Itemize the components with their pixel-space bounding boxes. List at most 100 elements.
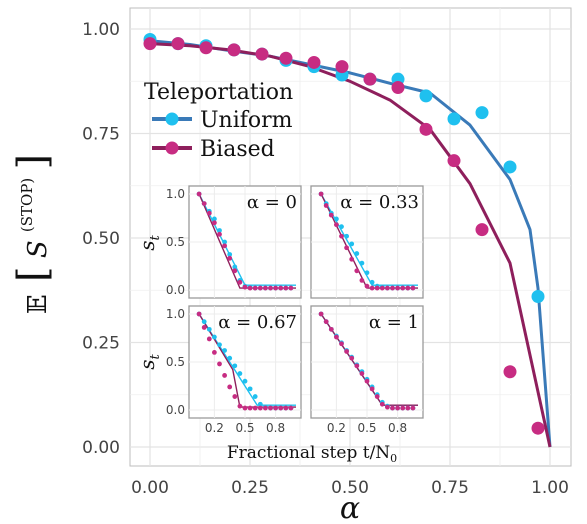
point-biased [143,37,157,51]
y-tick-label: 0.50 [82,229,120,249]
inset-panel-2: α = 0.33 [310,185,424,299]
inset-point-biased [252,285,258,291]
y-tick-label: 0.00 [82,438,120,458]
inset-point-biased [273,405,278,411]
inset-point-uniform [222,348,228,353]
inset-panel-label: α = 1 [369,312,419,333]
inset-point-uniform [237,371,243,376]
inset-point-biased [237,279,243,285]
inset-x-tick-label: 0.5 [357,421,376,435]
point-biased [171,37,185,51]
inset-x-tick-label: 0.2 [327,421,346,435]
y-tick-label: 1.00 [82,20,120,40]
inset-point-uniform [359,260,365,266]
inset-point-biased [201,325,207,330]
inset-point-biased [349,256,355,262]
inset-point-uniform [212,334,217,340]
main-y-tick-labels: 0.00 0.25 0.50 0.75 1.00 [82,20,120,458]
inset-point-biased [374,394,380,399]
inset-point-biased [288,285,294,291]
legend-label-biased: Biased [200,137,275,162]
svg-text:st: st [135,234,163,250]
inset-point-biased [247,405,253,411]
inset-y-tick-label: 0.5 [166,355,185,369]
x-tick-label: 1.00 [531,478,569,498]
inset-point-biased [374,285,380,291]
inset-y-tick-label: 0.5 [166,235,185,249]
point-biased [227,43,241,57]
point-biased [531,421,545,435]
inset-point-biased [206,210,212,216]
inset-point-biased [247,285,253,291]
x-tick-label: 0.75 [431,478,469,498]
inset-point-biased [196,311,202,317]
inset-point-biased [263,285,268,291]
point-biased [335,60,349,74]
inset-panel-3: α = 0.67 0.0 0.5 1.0 0.2 0.5 0.8 [166,305,302,435]
point-biased [503,365,517,379]
inset-point-biased [212,350,217,355]
inset-point-biased [405,285,411,291]
point-biased [279,51,293,65]
inset-point-biased [268,405,273,411]
inset-panel-label: α = 0 [247,192,297,213]
inset-point-biased [283,285,289,291]
inset-point-biased [395,405,400,411]
inset-point-biased [278,285,284,291]
inset-point-biased [237,403,243,409]
point-uniform [503,160,517,174]
inset-point-uniform [349,241,355,247]
inset-point-uniform [222,239,228,245]
inset-point-biased [339,233,344,239]
inset-point-uniform [217,228,222,233]
inset-point-biased [379,401,385,407]
inset-point-biased [268,285,273,291]
inset-point-biased [344,245,349,251]
inset-point-biased [227,384,233,390]
inset-point-uniform [232,264,238,270]
y-tick-label: 0.75 [82,125,120,145]
inset-point-biased [257,285,263,291]
inset-point-biased [323,203,329,208]
y-axis-label-superscript: (STOP) [18,178,36,232]
inset-point-biased [242,405,248,411]
point-uniform [419,89,433,103]
y-axis-label-symbol: S [23,240,53,258]
inset-point-biased [410,405,416,411]
inset-point-biased [400,405,406,411]
inset-point-uniform [334,216,339,222]
inset-panel-4: α = 1 0.2 0.5 0.8 [310,305,424,435]
inset-point-biased [328,326,334,332]
y-axis-label: 𝔼 [ S (STOP) ] [10,154,56,314]
inset-point-biased [288,405,294,411]
inset-point-biased [390,405,395,411]
inset-x-label: Fractional step t/N0 [227,443,397,465]
inset-point-uniform [364,270,370,276]
inset-point-biased [232,394,238,399]
point-biased [255,47,269,61]
point-biased [199,41,213,55]
inset-point-uniform [227,355,233,361]
inset-point-biased [369,386,375,392]
inset-point-uniform [242,378,248,384]
inset-y-tick-label: 1.0 [166,187,185,201]
inset-point-uniform [257,401,263,407]
inset-point-biased [257,405,263,411]
inset-panel-label: α = 0.67 [218,312,297,333]
point-biased [419,122,433,136]
inset-point-biased [390,285,395,291]
x-tick-label: 0.25 [231,478,269,498]
inset-line-biased [198,313,296,408]
inset-point-biased [354,363,360,369]
legend-key-uniform [152,112,192,126]
inset-point-uniform [344,233,349,239]
inset-point-biased [227,255,233,261]
inset-point-biased [385,404,390,410]
inset-point-uniform [201,319,207,325]
inset-panel-1: α = 0 0.0 0.5 1.0 [166,185,302,299]
inset-point-biased [206,336,212,342]
inset-point-biased [201,201,207,207]
inset-point-uniform [247,386,253,392]
x-tick-label: 0.00 [131,478,169,498]
